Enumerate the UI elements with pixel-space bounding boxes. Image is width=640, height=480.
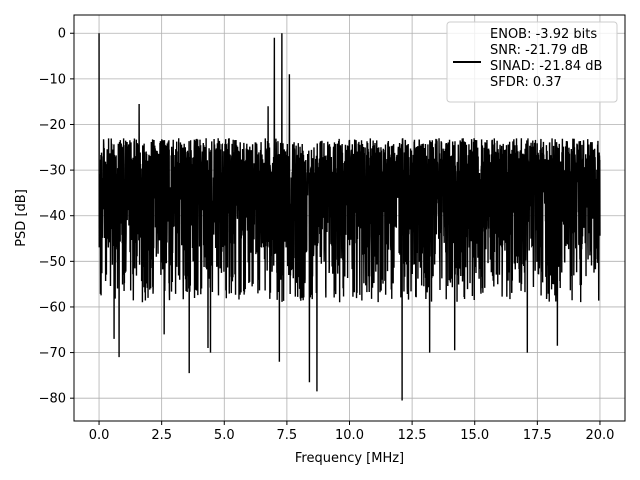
x-tick-label: 2.5	[151, 428, 172, 443]
y-axis-ticks: 0 −10 −20 −30 −40 −50 −60 −70 −80	[39, 27, 74, 407]
legend-entry: ENOB: -3.92 bits	[490, 27, 597, 42]
legend-box	[446, 21, 618, 103]
x-tick-label: 15.0	[460, 428, 489, 443]
y-tick-label: −50	[39, 255, 66, 270]
x-tick-label: 17.5	[523, 428, 552, 443]
legend-entry: SNR: -21.79 dB	[490, 43, 588, 58]
legend-entry: SFDR: 0.37	[490, 75, 562, 90]
x-tick-label: 0.0	[89, 428, 110, 443]
legend-entry: SINAD: -21.84 dB	[490, 59, 602, 74]
y-tick-label: −70	[39, 346, 66, 361]
y-tick-label: −40	[39, 209, 66, 224]
y-tick-label: −30	[39, 164, 66, 179]
y-tick-label: −10	[39, 72, 66, 87]
x-tick-label: 7.5	[277, 428, 298, 443]
psd-series	[98, 33, 601, 401]
x-axis-label: Frequency [MHz]	[295, 451, 404, 466]
psd-line	[98, 33, 601, 401]
y-axis-label: PSD [dB]	[14, 189, 29, 247]
y-tick-label: −20	[39, 118, 66, 133]
x-tick-label: 12.5	[398, 428, 427, 443]
x-tick-label: 10.0	[335, 428, 364, 443]
y-tick-label: −60	[39, 300, 66, 315]
y-tick-label: 0	[58, 27, 66, 42]
x-axis-ticks: 0.0 2.5 5.0 7.5 10.0 12.5 15.0 17.5 20.0	[89, 421, 614, 443]
x-tick-label: 5.0	[214, 428, 235, 443]
x-tick-label: 20.0	[585, 428, 614, 443]
y-tick-label: −80	[39, 392, 66, 407]
